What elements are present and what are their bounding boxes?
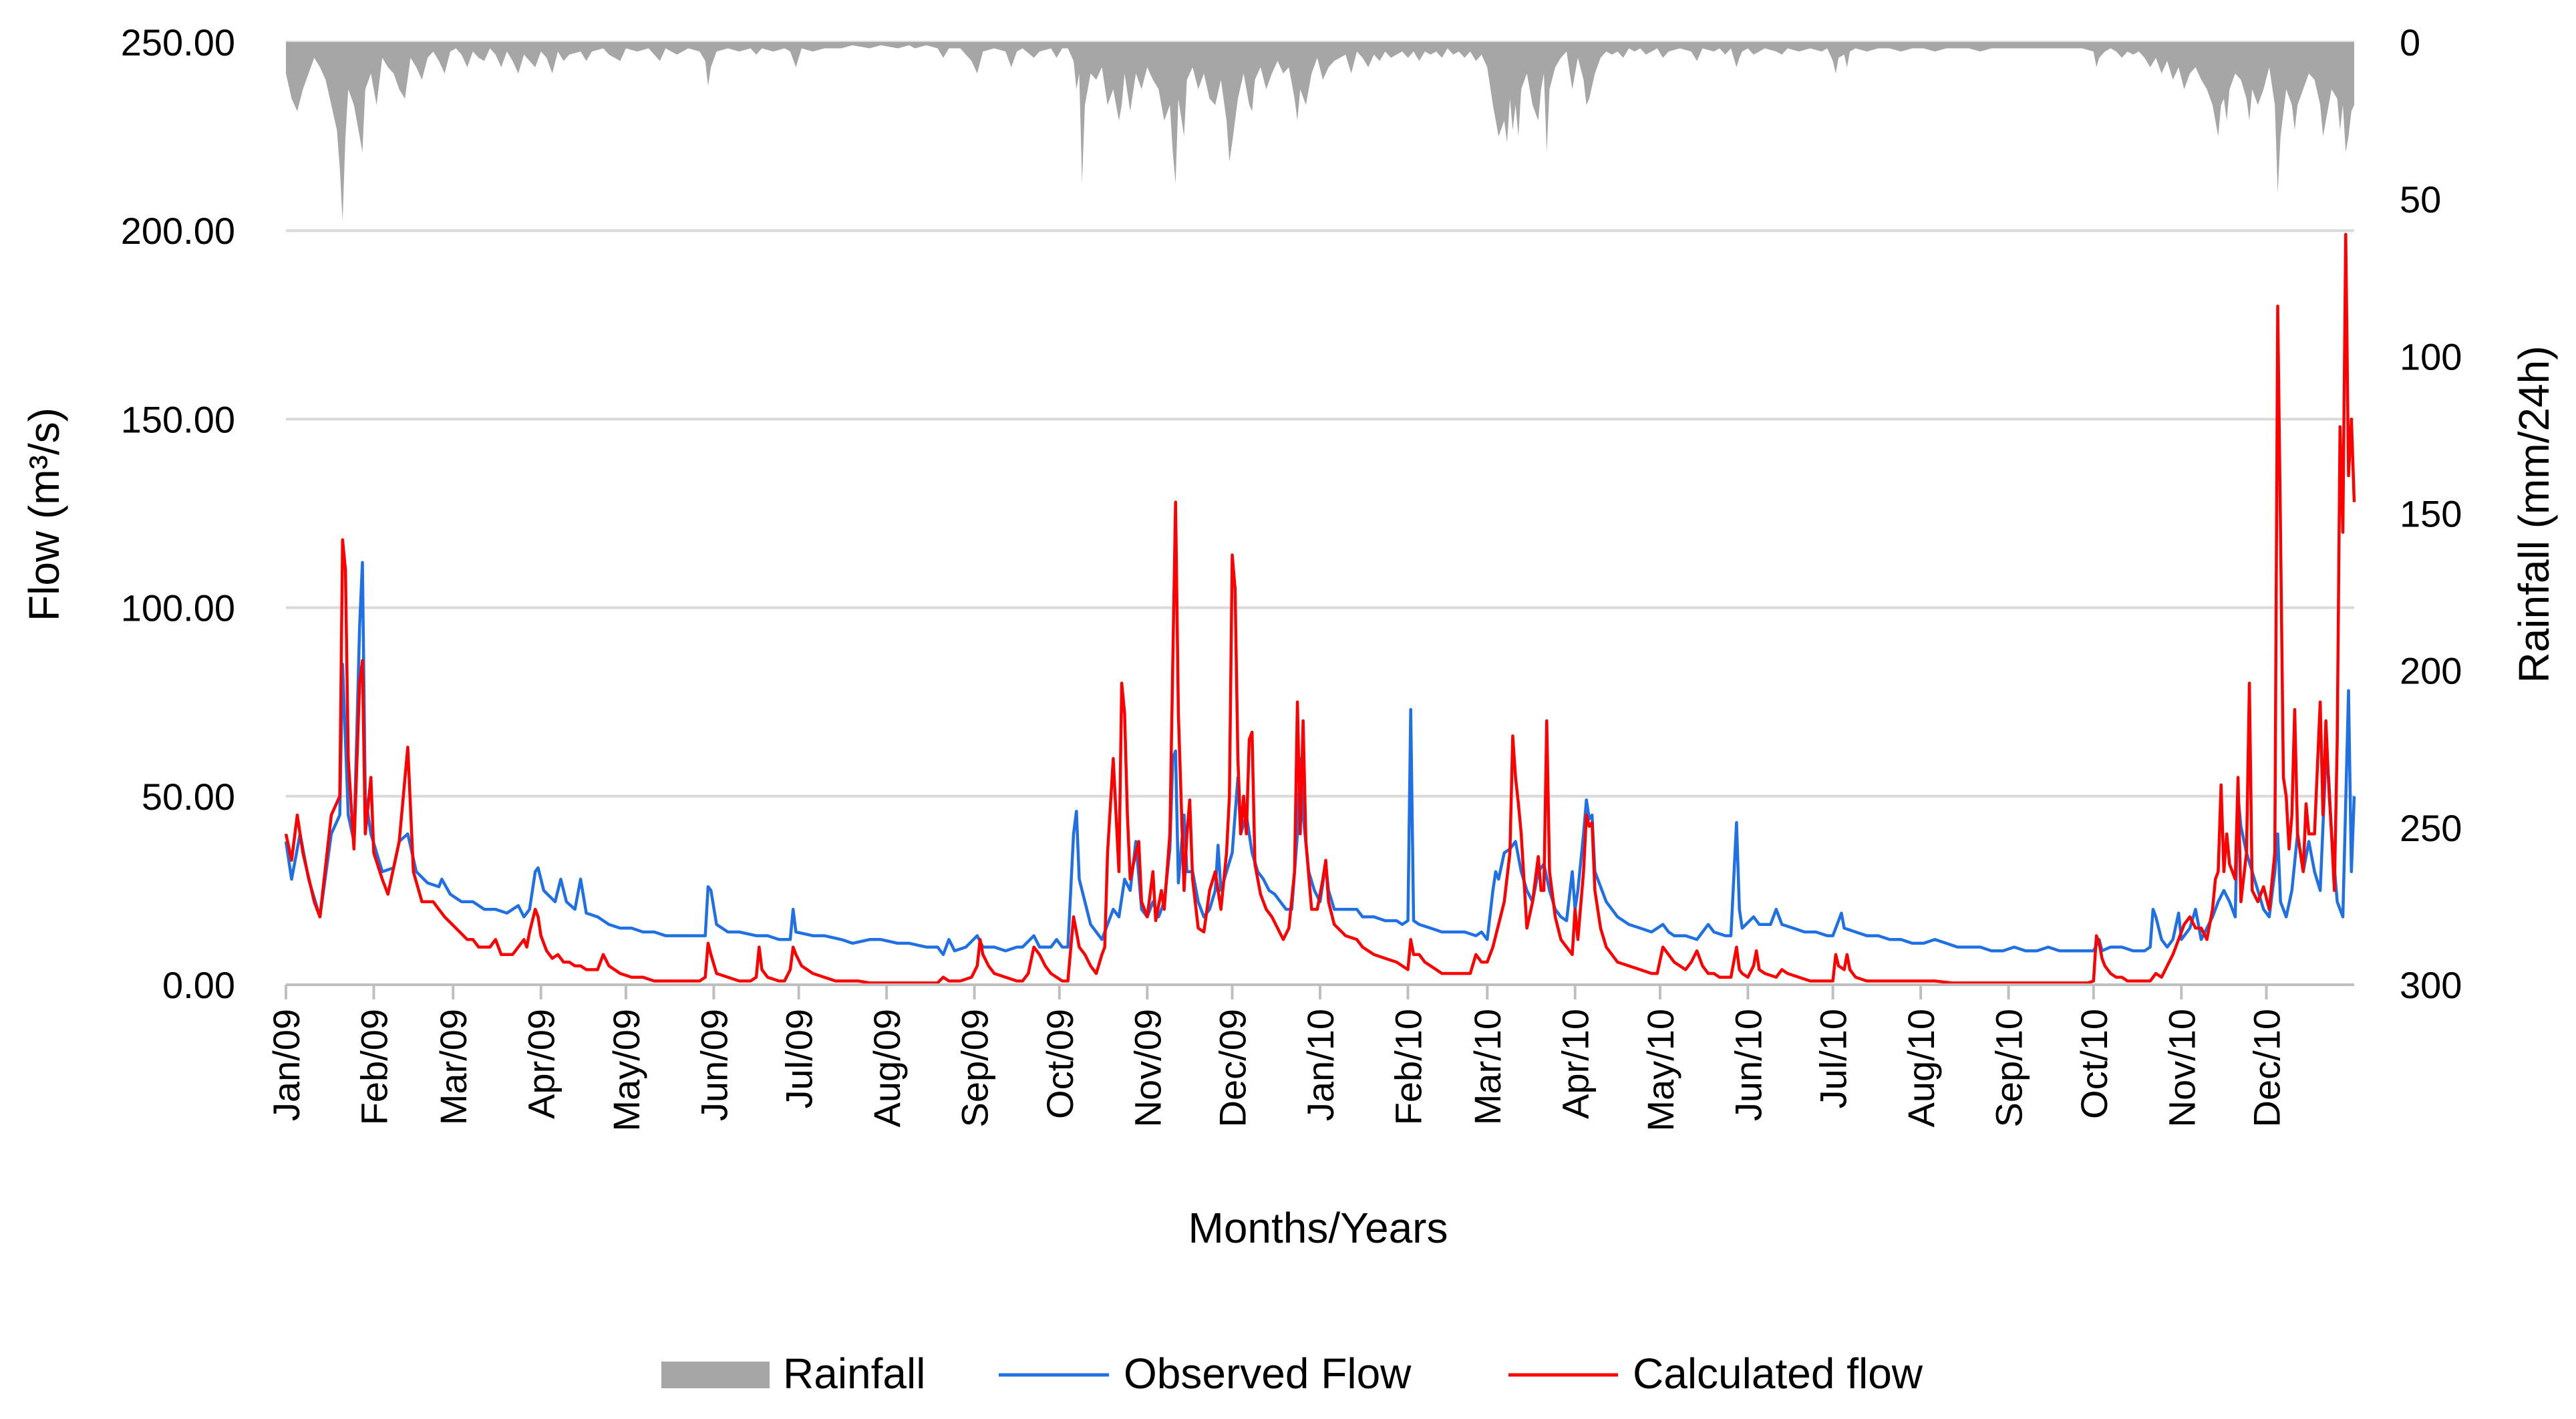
rainfall-series: [286, 42, 2354, 222]
x-tick-label: Aug/09: [866, 1009, 908, 1128]
x-tick-label: Oct/10: [2073, 1009, 2115, 1119]
x-tick-label: Apr/10: [1555, 1009, 1597, 1119]
legend-label-observed-flow: Observed Flow: [1124, 1350, 1412, 1398]
y2-tick-label: 150: [2400, 493, 2462, 535]
x-tick-label: Mar/09: [432, 1009, 474, 1125]
x-axis-tick-labels: Jan/09 Feb/09 Mar/09 Apr/09 May/09 Jun/09 Jul/…: [265, 1009, 2288, 1132]
x-tick-label: Oct/09: [1039, 1009, 1081, 1119]
legend-label-rainfall: Rainfall: [783, 1350, 925, 1398]
x-tick-label: Dec/09: [1212, 1009, 1254, 1127]
y2-tick-label: 300: [2400, 964, 2462, 1006]
y-axis-title: Flow (m³/s): [20, 408, 68, 621]
y-tick-label: 100.00: [121, 587, 235, 629]
x-tick-label: Jan/10: [1299, 1009, 1341, 1121]
y2-tick-label: 100: [2400, 335, 2462, 377]
calculated-flow-line: [284, 232, 2356, 985]
y2-tick-label: 50: [2400, 178, 2441, 220]
x-tick-label: Sep/10: [1988, 1009, 2030, 1128]
y2-tick-label: 250: [2400, 807, 2462, 849]
x-tick-label: Aug/10: [1900, 1009, 1942, 1128]
x-tick-label: May/09: [605, 1009, 647, 1132]
rainfall-area: [286, 42, 2354, 222]
x-tick-label: Jan/09: [265, 1009, 307, 1121]
legend-label-calculated-flow: Calculated flow: [1633, 1350, 1923, 1398]
x-tick-label: Feb/09: [353, 1009, 395, 1125]
y2-tick-label: 0: [2400, 21, 2420, 63]
y-tick-label: 200.00: [121, 210, 235, 252]
y2-tick-label: 200: [2400, 650, 2462, 692]
y-tick-label: 150.00: [121, 398, 235, 440]
y2-axis-tick-labels: 0 50 100 150 200 250 300: [2400, 21, 2462, 1006]
x-tick-label: Dec/10: [2246, 1009, 2288, 1127]
y-tick-label: 250.00: [121, 21, 235, 63]
gridlines: [286, 41, 2354, 798]
x-tick-label: Feb/10: [1387, 1009, 1429, 1125]
x-tick-label: May/10: [1639, 1009, 1681, 1132]
x-tick-label: Jul/09: [778, 1009, 820, 1108]
legend-swatch-rainfall: [661, 1362, 770, 1388]
x-tick-label: Nov/10: [2160, 1009, 2203, 1127]
x-tick-label: Sep/09: [954, 1009, 996, 1128]
x-tick-label: Apr/09: [520, 1009, 562, 1119]
x-tick-label: Jun/10: [1727, 1009, 1769, 1121]
x-axis-title: Months/Years: [1188, 1204, 1448, 1252]
y-tick-label: 0.00: [162, 964, 235, 1006]
x-tick-label: Jul/10: [1812, 1009, 1855, 1108]
x-tick-label: Jun/09: [693, 1009, 735, 1121]
calculated-flow-series: [284, 232, 2356, 985]
legend: Rainfall Observed Flow Calculated flow: [661, 1350, 1923, 1398]
y-tick-label: 50.00: [142, 776, 235, 818]
y2-axis-title: Rainfall (mm/24h): [2510, 345, 2558, 683]
x-tick-label: Mar/10: [1466, 1009, 1508, 1125]
x-tick-label: Nov/09: [1126, 1009, 1168, 1127]
y-axis-tick-labels: 0.00 50.00 100.00 150.00 200.00 250.00: [121, 21, 235, 1006]
axes: [285, 983, 2354, 999]
